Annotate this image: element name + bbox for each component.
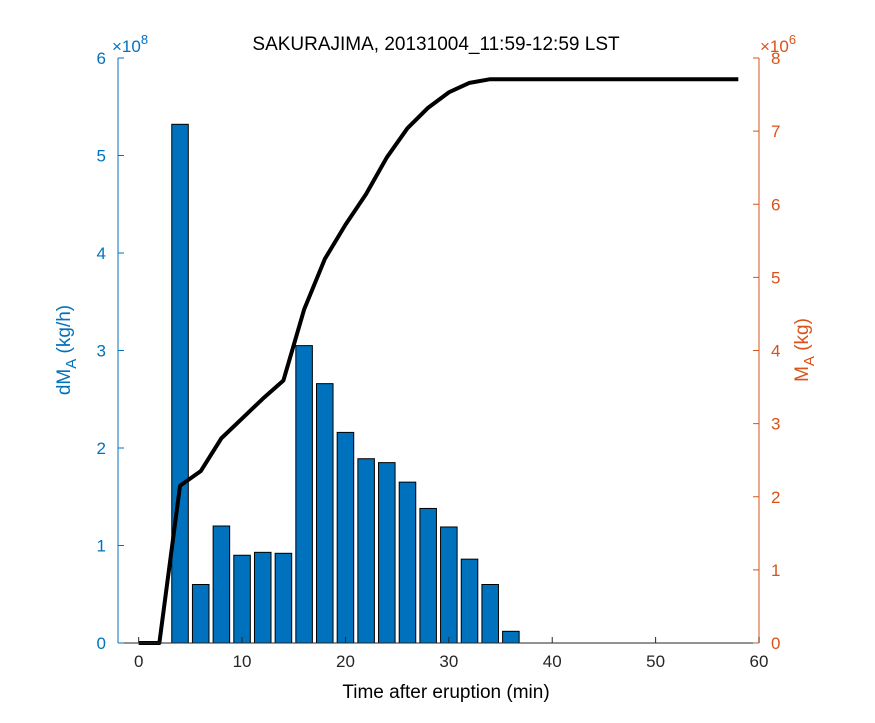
- right-axis-ticks: 0 1 2 3 4 5 6 7 8: [753, 49, 780, 653]
- right-y-tick-label: 7: [771, 122, 780, 141]
- bar: [378, 462, 396, 644]
- left-y-tick-label: 5: [97, 147, 106, 166]
- right-axis-label-sub: A: [801, 356, 818, 366]
- bar: [460, 558, 479, 644]
- bar: [233, 554, 251, 644]
- right-y-tick-label: 3: [771, 415, 780, 434]
- bar: [171, 123, 189, 644]
- right-axis-label-base: M: [792, 366, 813, 382]
- right-y-tick-label: 8: [771, 49, 780, 68]
- left-y-tick-label: 0: [97, 634, 106, 653]
- left-axis-exponent: ×108: [112, 32, 148, 56]
- x-tick-label: 40: [543, 652, 562, 671]
- bar: [253, 551, 272, 644]
- x-tick-label: 20: [336, 652, 355, 671]
- cumulative-mass-line: [138, 77, 739, 645]
- right-y-tick-label: 4: [771, 342, 780, 361]
- line-series: [138, 77, 739, 645]
- bar: [212, 525, 231, 644]
- bar-series: [171, 123, 520, 644]
- x-axis-ticks: 0 10 20 30 40 50 60: [134, 637, 769, 671]
- right-axis-exponent-base: ×10: [760, 37, 789, 56]
- left-y-tick-label: 2: [97, 439, 106, 458]
- bar: [336, 431, 355, 644]
- bar: [440, 526, 458, 644]
- right-axis-exponent-power: 6: [789, 32, 796, 47]
- bar: [419, 507, 437, 644]
- right-y-tick-label: 6: [771, 195, 780, 214]
- right-y-tick-label: 2: [771, 488, 780, 507]
- left-y-tick-label: 3: [97, 342, 106, 361]
- x-tick-label: 0: [134, 652, 143, 671]
- right-y-tick-label: 0: [771, 634, 780, 653]
- bar: [357, 458, 375, 644]
- x-tick-label: 50: [646, 652, 665, 671]
- right-y-tick-label: 5: [771, 268, 780, 287]
- left-axis-exponent-base: ×10: [112, 37, 141, 56]
- bar: [191, 584, 210, 644]
- x-tick-label: 10: [233, 652, 252, 671]
- left-axis-label: dMA (kg/h): [54, 305, 80, 395]
- left-axis-label-rest: (kg/h): [54, 305, 75, 359]
- left-axis-label-sub: A: [63, 359, 80, 369]
- bar: [481, 584, 499, 644]
- right-y-tick-label: 1: [771, 561, 780, 580]
- x-tick-label: 60: [750, 652, 769, 671]
- x-axis-label: Time after eruption (min): [342, 682, 549, 703]
- x-tick-label: 30: [439, 652, 458, 671]
- left-axis-exponent-power: 8: [141, 32, 148, 47]
- right-axis-exponent: ×106: [760, 32, 796, 56]
- bar: [316, 383, 334, 644]
- right-axis-label: MA (kg): [792, 318, 818, 382]
- bar: [274, 552, 293, 644]
- chart-title: SAKURAJIMA, 20131004_11:59-12:59 LST: [252, 34, 620, 55]
- bar: [502, 630, 520, 644]
- bar: [398, 481, 417, 644]
- left-axis-label-base: dM: [54, 369, 75, 395]
- left-y-tick-label: 4: [97, 244, 106, 263]
- right-axis-label-rest: (kg): [792, 318, 813, 356]
- left-y-tick-label: 1: [97, 537, 106, 556]
- bar: [295, 345, 313, 644]
- left-axis-ticks: 0 1 2 3 4 5 6: [97, 49, 124, 653]
- left-y-tick-label: 6: [97, 49, 106, 68]
